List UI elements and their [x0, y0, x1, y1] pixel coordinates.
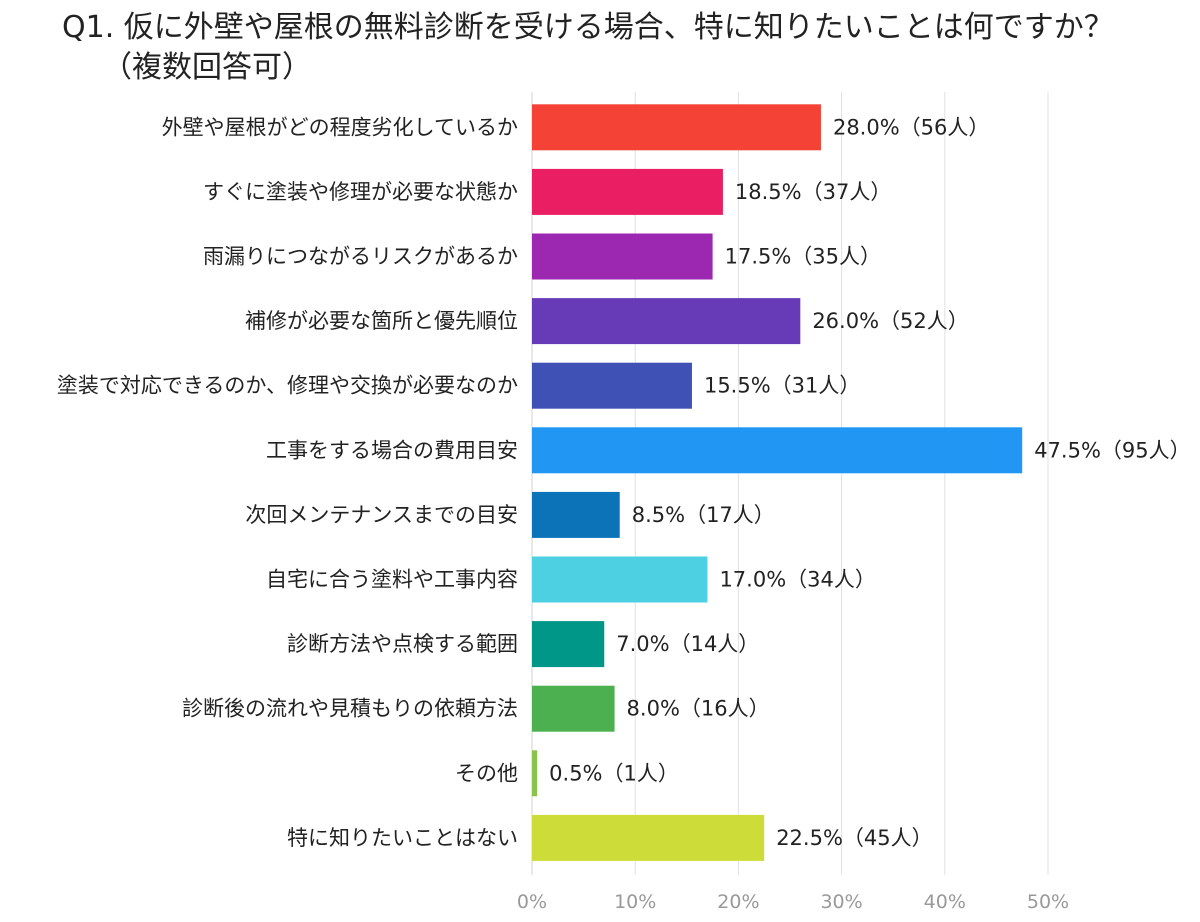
- category-label: 外壁や屋根がどの程度劣化しているか: [162, 115, 518, 139]
- bar: [532, 233, 713, 280]
- bar: [532, 168, 723, 215]
- data-label: 8.5%（17人）: [632, 503, 775, 527]
- data-label: 8.0%（16人）: [627, 697, 770, 721]
- category-label: 診断後の流れや見積もりの依頼方法: [182, 697, 518, 721]
- category-label: その他: [455, 761, 518, 785]
- x-tick-label: 50%: [1027, 891, 1069, 913]
- data-label: 7.0%（14人）: [616, 632, 759, 656]
- bar: [532, 491, 620, 538]
- bar: [532, 685, 615, 732]
- data-label: 47.5%（95人）: [1034, 438, 1190, 462]
- bar: [532, 104, 821, 151]
- x-tick-label: 10%: [614, 891, 656, 913]
- chart-title-line1: Q1. 仮に外壁や屋根の無料診断を受ける場合、特に知りたいことは何ですか？: [62, 10, 1114, 45]
- bar: [532, 298, 801, 345]
- x-tick-label: 30%: [820, 891, 862, 913]
- bar: [532, 362, 692, 409]
- bar: [532, 814, 765, 861]
- data-label: 28.0%（56人）: [833, 115, 989, 139]
- category-label: 雨漏りにつながるリスクがあるか: [203, 245, 518, 269]
- data-label: 0.5%（1人）: [549, 761, 679, 785]
- x-tick-label: 0%: [517, 891, 547, 913]
- x-tick-label: 20%: [717, 891, 759, 913]
- bar: [532, 556, 708, 603]
- data-label: 18.5%（37人）: [735, 180, 891, 204]
- category-label: 特に知りたいことはない: [287, 826, 518, 850]
- bar: [532, 427, 1023, 474]
- bar: [532, 750, 538, 797]
- data-label: 15.5%（31人）: [704, 374, 860, 398]
- x-tick-label: 40%: [924, 891, 966, 913]
- category-label: 工事をする場合の費用目安: [266, 438, 518, 462]
- category-label: 自宅に合う塗料や工事内容: [266, 568, 518, 592]
- category-label: すぐに塗装や修理が必要な状態か: [203, 180, 518, 204]
- data-label: 17.0%（34人）: [719, 568, 875, 592]
- data-label: 22.5%（45人）: [776, 826, 932, 850]
- data-label: 17.5%（35人）: [725, 245, 881, 269]
- chart-title-line2: （複数回答可）: [102, 50, 312, 85]
- category-label: 診断方法や点検する範囲: [287, 632, 518, 656]
- chart-title: Q1. 仮に外壁や屋根の無料診断を受ける場合、特に知りたいことは何ですか？ （複…: [62, 8, 1182, 88]
- bar: [532, 621, 605, 668]
- data-label: 26.0%（52人）: [812, 309, 968, 333]
- category-label: 次回メンテナンスまでの目安: [245, 503, 518, 527]
- category-label: 補修が必要な箇所と優先順位: [245, 309, 518, 333]
- category-label: 塗装で対応できるのか、修理や交換が必要なのか: [57, 374, 518, 398]
